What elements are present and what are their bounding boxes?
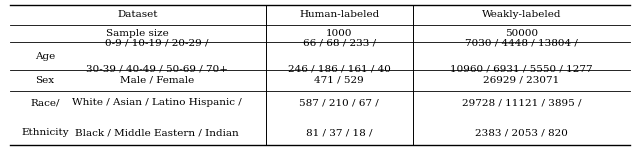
Text: 29728 / 11121 / 3895 /: 29728 / 11121 / 3895 / xyxy=(462,98,581,107)
Text: 471 / 529: 471 / 529 xyxy=(314,76,364,85)
Text: Race/: Race/ xyxy=(30,98,60,107)
Text: Black / Middle Eastern / Indian: Black / Middle Eastern / Indian xyxy=(75,128,239,137)
Text: 81 / 37 / 18 /: 81 / 37 / 18 / xyxy=(306,128,372,137)
Text: 7030 / 4448 / 13804 /: 7030 / 4448 / 13804 / xyxy=(465,39,578,48)
Text: Age: Age xyxy=(35,52,55,61)
Text: 1000: 1000 xyxy=(326,29,353,38)
Text: 246 / 186 / 161 / 40: 246 / 186 / 161 / 40 xyxy=(288,65,390,74)
Text: Sample size: Sample size xyxy=(106,29,169,38)
Text: Weakly-labeled: Weakly-labeled xyxy=(482,10,561,19)
Text: Human-labeled: Human-labeled xyxy=(299,10,380,19)
Text: 30-39 / 40-49 / 50-69 / 70+: 30-39 / 40-49 / 50-69 / 70+ xyxy=(86,65,228,74)
Text: 50000: 50000 xyxy=(505,29,538,38)
Text: 10960 / 6931 / 5550 / 1277: 10960 / 6931 / 5550 / 1277 xyxy=(451,65,593,74)
Text: Ethnicity: Ethnicity xyxy=(21,128,68,137)
Text: 587 / 210 / 67 /: 587 / 210 / 67 / xyxy=(300,98,379,107)
Text: Male / Female: Male / Female xyxy=(120,76,194,85)
Text: Sex: Sex xyxy=(35,76,54,85)
Text: 0-9 / 10-19 / 20-29 /: 0-9 / 10-19 / 20-29 / xyxy=(105,39,209,48)
Text: 26929 / 23071: 26929 / 23071 xyxy=(483,76,560,85)
Text: 66 / 68 / 233 /: 66 / 68 / 233 / xyxy=(303,39,376,48)
Text: Dataset: Dataset xyxy=(117,10,158,19)
Text: 2383 / 2053 / 820: 2383 / 2053 / 820 xyxy=(475,128,568,137)
Text: White / Asian / Latino Hispanic /: White / Asian / Latino Hispanic / xyxy=(72,98,242,107)
